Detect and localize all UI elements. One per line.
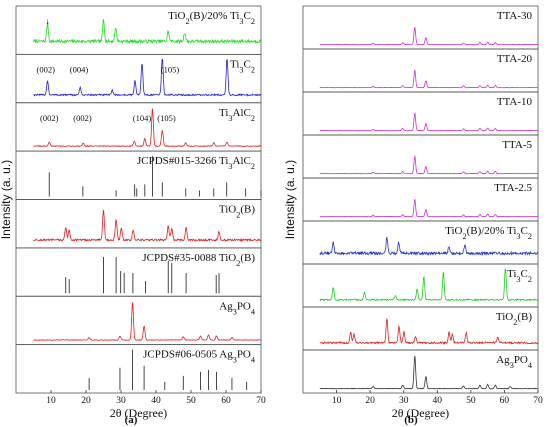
series-jcpds-015-3266-ti-alc: JCPDS#015-3266 Ti3AlC2 — [15, 150, 262, 200]
x-tick-label: 50 — [466, 396, 476, 406]
peak-annotation: (002) — [40, 113, 59, 123]
x-tick-label: 10 — [46, 396, 56, 406]
x-tick-label: 70 — [256, 396, 266, 406]
series-tta-5: TTA-5 — [302, 134, 539, 179]
panel-letter: (b) — [404, 414, 418, 426]
x-axis-label: 2θ (Degree) — [392, 406, 449, 420]
xrd-curve — [33, 19, 262, 45]
panel-a: TiO2(B)/20% Ti3C2↓Ti3C2(002) (004) (105)Ti… — [0, 5, 266, 426]
series-jcpds-35-0088-tio-b: JCPDS#35-0088 TiO2(B) — [15, 247, 262, 297]
series-label: JCPDS#35-0088 TiO2(B) — [142, 252, 255, 268]
x-tick-label: 60 — [500, 396, 510, 406]
x-tick-label: 20 — [81, 396, 91, 406]
y-axis-label: Intensity (a. u.) — [0, 160, 13, 239]
x-tick-label: 40 — [433, 396, 443, 406]
peak-annotation: (105) — [157, 113, 176, 123]
series-jcpds-06-0505-ag-po: JCPDS#06-0505 Ag3PO4 — [15, 344, 262, 394]
xrd-curve — [319, 68, 538, 89]
xrd-curve — [319, 26, 538, 46]
x-tick-label: 30 — [399, 396, 409, 406]
series-tio-b-20-ti-c: TiO2(B)/20% Ti3C2 — [302, 220, 539, 265]
xrd-curve — [33, 302, 261, 341]
series-label: Ag3PO4 — [496, 354, 532, 370]
series-tio-b: TiO2(B) — [15, 199, 262, 249]
xrd-curve — [319, 199, 539, 218]
series-label: TiO2(B) — [496, 311, 532, 327]
series-label: JCPDS#06-0505 Ag3PO4 — [143, 349, 255, 365]
series-ti-alc: Ti3AlC2 (002) (002) (104) (105) — [15, 102, 262, 152]
series-tta-20: TTA-20 — [302, 48, 539, 93]
x-tick-label: 60 — [221, 396, 231, 406]
series-tta-2-5: TTA-2.5 — [302, 177, 539, 222]
series-tio-b-20-ti-c: TiO2(B)/20% Ti3C2 ↓ — [15, 5, 262, 55]
xrd-curve — [319, 111, 538, 132]
xrd-curve — [319, 237, 539, 257]
x-tick-label: 30 — [116, 396, 126, 406]
xrd-curve — [319, 355, 539, 390]
x-tick-label: 20 — [365, 396, 375, 406]
subplot-frame — [302, 349, 539, 394]
peak-annotation: ↓ — [45, 16, 49, 26]
series-ag-po: Ag3PO4 — [302, 349, 539, 394]
x-tick-label: 10 — [332, 396, 342, 406]
xrd-curve — [33, 58, 262, 97]
xrd-curve — [319, 155, 538, 175]
xrd-curve — [33, 210, 262, 243]
series-ti-c: Ti3C2 (002) (004) (105) — [15, 53, 262, 104]
x-tick-label: 70 — [533, 396, 543, 406]
series-label: TTA-10 — [497, 96, 533, 108]
series-tta-30: TTA-30 — [302, 5, 539, 50]
series-label: TiO2(B)/20% Ti3C2 — [168, 10, 255, 26]
series-tta-10: TTA-10 — [302, 91, 539, 136]
series-label: TTA-30 — [497, 10, 533, 22]
series-tio-b: TiO2(B) — [302, 306, 539, 351]
panel-letter: (a) — [125, 414, 138, 426]
series-label: Ti3AlC2 — [219, 107, 255, 123]
x-axis-label: 2θ (Degree) — [110, 406, 167, 420]
series-label: Ag3PO4 — [219, 300, 255, 316]
y-axis-label: Intensity (a. u.) — [283, 160, 297, 239]
x-tick-label: 50 — [186, 396, 196, 406]
series-label: Ti3C2 — [230, 58, 255, 74]
xrd-curve — [33, 108, 262, 148]
series-label: TTA-5 — [502, 139, 532, 151]
series-label: Ti3C2 — [507, 268, 532, 284]
series-label: JCPDS#015-3266 Ti3AlC2 — [137, 155, 255, 171]
subplot-frame — [15, 344, 262, 394]
peak-annotation: (104) — [133, 113, 152, 123]
peak-annotation: (004) — [70, 64, 89, 74]
series-label: TTA-20 — [497, 53, 533, 65]
panel-b: TTA-30 TTA-20 TTA-10 TTA-5 TTA-2.5 TiO2(B)/20… — [283, 5, 543, 426]
series-ti-c: Ti3C2 — [302, 263, 539, 308]
xrd-curve — [319, 268, 539, 302]
peak-annotation: (105) — [161, 64, 180, 74]
x-tick-label: 40 — [151, 396, 161, 406]
series-ag-po: Ag3PO4 — [15, 295, 262, 346]
peak-annotation: (002) — [37, 64, 56, 74]
xrd-curve — [319, 318, 539, 345]
series-label: TiO2(B)/20% Ti3C2 — [445, 225, 532, 241]
series-label: TiO2(B) — [219, 204, 255, 220]
peak-annotation: (002) — [73, 113, 92, 123]
series-label: TTA-2.5 — [494, 182, 532, 194]
